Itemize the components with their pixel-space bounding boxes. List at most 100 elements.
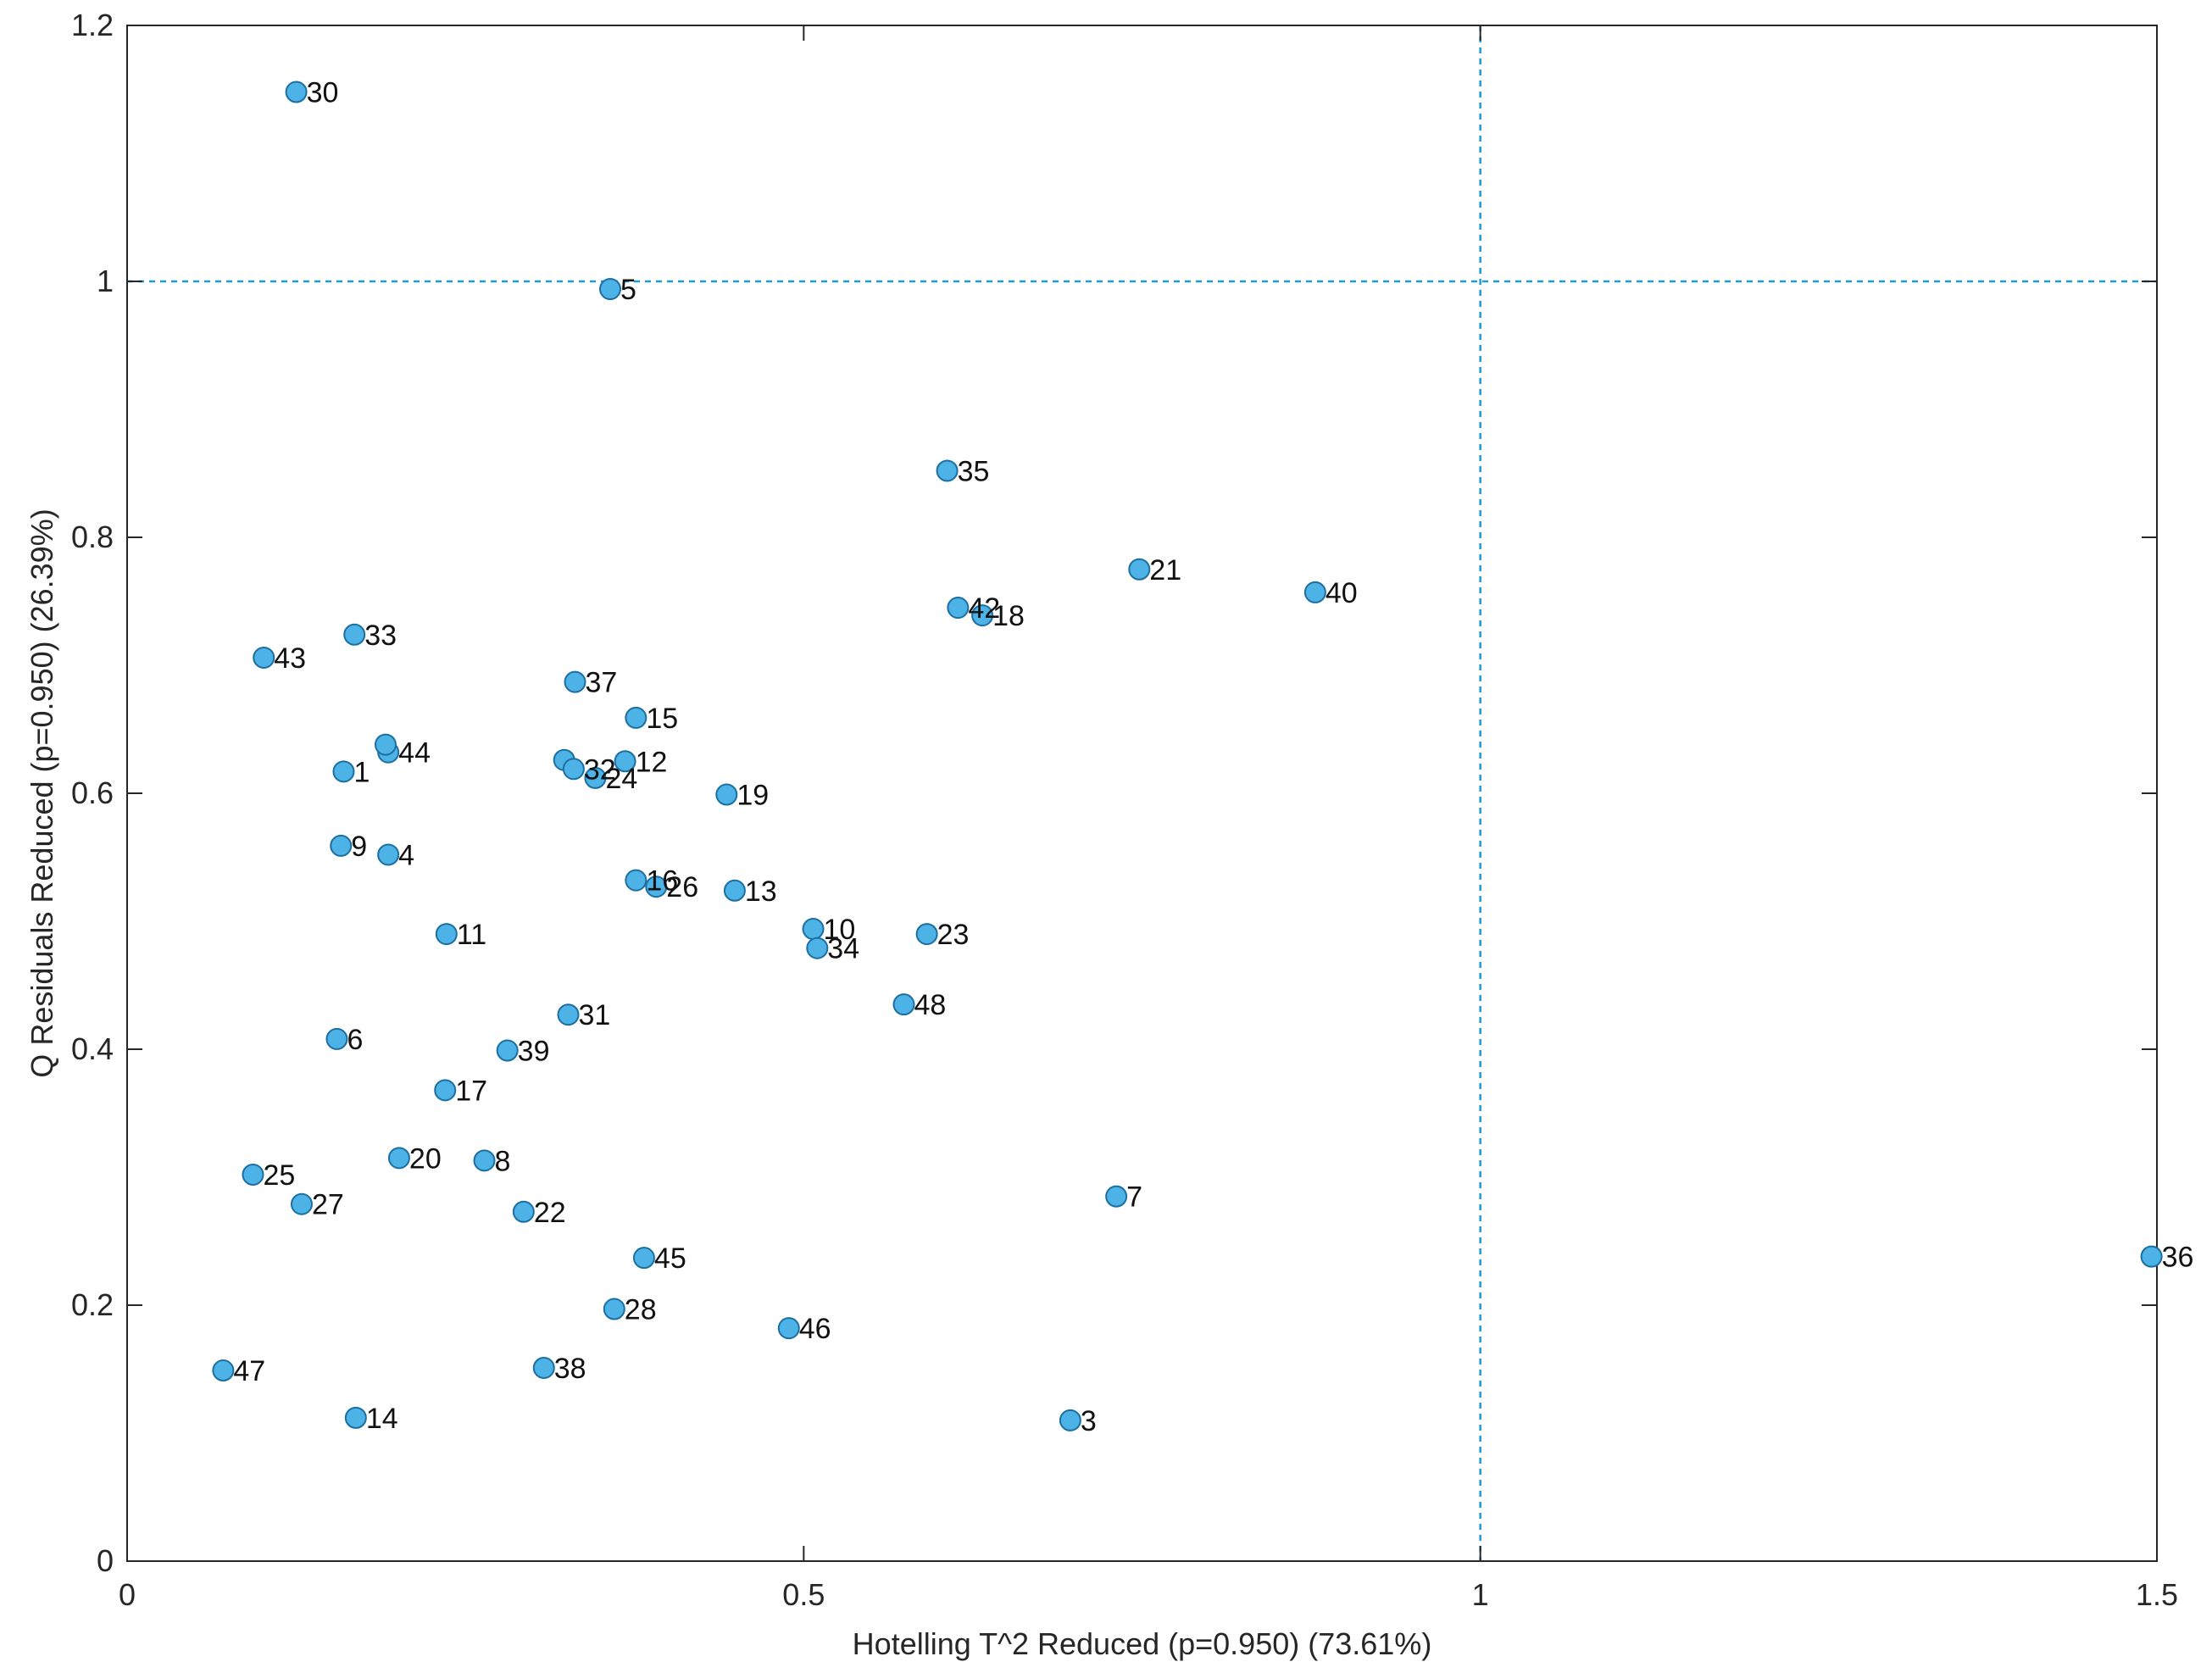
point-label: 10 bbox=[824, 914, 856, 946]
data-point bbox=[603, 1298, 625, 1320]
point-label: 24 bbox=[605, 763, 637, 795]
point-label: 38 bbox=[554, 1353, 586, 1385]
data-point bbox=[971, 604, 994, 627]
point-label: 17 bbox=[455, 1075, 487, 1107]
data-point bbox=[344, 1406, 367, 1429]
plot-area bbox=[127, 25, 2157, 1561]
point-label: 36 bbox=[2162, 1242, 2194, 1274]
data-point bbox=[625, 706, 647, 729]
point-label: 22 bbox=[534, 1197, 566, 1229]
point-label: 9 bbox=[351, 831, 367, 863]
data-point bbox=[377, 843, 400, 866]
data-point bbox=[806, 937, 829, 959]
data-point bbox=[892, 993, 915, 1016]
data-point bbox=[1059, 1409, 1081, 1431]
ticks: 0 0.5 1 1.5 0 0.2 0.4 0.6 0.8 1 1.2 bbox=[71, 8, 2178, 1612]
data-point bbox=[212, 1359, 235, 1382]
data-point bbox=[625, 869, 647, 892]
data-point bbox=[387, 1147, 410, 1170]
point-label: 34 bbox=[827, 933, 859, 965]
point-label: 33 bbox=[364, 620, 397, 652]
y-tick-label: 1.2 bbox=[71, 8, 114, 42]
data-point bbox=[435, 923, 458, 946]
data-point bbox=[374, 733, 397, 756]
y-tick-label: 0.8 bbox=[71, 520, 114, 554]
point-label: 27 bbox=[312, 1189, 344, 1221]
point-label: 11 bbox=[457, 919, 486, 951]
data-point bbox=[332, 760, 355, 783]
point-label: 31 bbox=[579, 999, 611, 1031]
point-label: 25 bbox=[263, 1159, 295, 1192]
y-tick-label: 0 bbox=[97, 1543, 114, 1578]
y-tick-label: 0.4 bbox=[71, 1031, 114, 1066]
point-label: 12 bbox=[636, 746, 668, 778]
data-point bbox=[936, 459, 959, 482]
point-label: 21 bbox=[1149, 554, 1181, 586]
data-point bbox=[562, 758, 585, 781]
point-label: 8 bbox=[495, 1145, 511, 1177]
data-point bbox=[1303, 581, 1326, 603]
data-point bbox=[253, 646, 275, 669]
data-point bbox=[434, 1079, 457, 1102]
point-label: 18 bbox=[992, 600, 1025, 632]
y-axis-label: Q Residuals Reduced (p=0.950) (26.39%) bbox=[25, 509, 59, 1077]
point-label: 5 bbox=[620, 274, 636, 306]
point-label: 42 bbox=[968, 592, 1000, 625]
point-label: 44 bbox=[398, 737, 431, 770]
x-tick-label: 0.5 bbox=[782, 1577, 825, 1612]
data-point bbox=[290, 1192, 313, 1215]
point-label: 20 bbox=[409, 1142, 442, 1175]
y-tick-label: 0.2 bbox=[71, 1287, 114, 1322]
data-point bbox=[330, 834, 353, 857]
data-point bbox=[599, 278, 622, 301]
point-label: 32 bbox=[584, 753, 616, 786]
y-tick-label: 1 bbox=[97, 264, 114, 298]
point-label: 14 bbox=[366, 1403, 398, 1435]
data-point bbox=[512, 1200, 535, 1223]
point-label: 19 bbox=[736, 780, 769, 812]
point-label: 15 bbox=[646, 703, 678, 735]
data-point bbox=[632, 1247, 655, 1270]
point-label: 3 bbox=[1081, 1405, 1097, 1437]
data-point bbox=[1105, 1185, 1128, 1208]
y-tick-label: 0.6 bbox=[71, 775, 114, 810]
point-label: 47 bbox=[233, 1355, 265, 1387]
data-point bbox=[915, 923, 938, 946]
threshold-lines bbox=[127, 25, 2157, 1561]
data-point bbox=[2140, 1245, 2163, 1268]
data-point bbox=[723, 879, 746, 902]
data-point bbox=[343, 623, 366, 646]
point-label: 40 bbox=[1326, 577, 1358, 609]
data-point bbox=[645, 875, 668, 898]
data-point bbox=[496, 1039, 519, 1062]
data-point bbox=[584, 766, 607, 789]
point-label: 30 bbox=[307, 77, 339, 109]
data-point bbox=[777, 1317, 800, 1340]
point-label: 13 bbox=[745, 875, 777, 908]
point-label: 7 bbox=[1126, 1181, 1142, 1214]
data-point bbox=[947, 597, 970, 620]
point-label: 6 bbox=[347, 1024, 363, 1056]
x-tick-label: 1 bbox=[1472, 1577, 1489, 1612]
point-label: 46 bbox=[799, 1313, 831, 1345]
data-point bbox=[325, 1027, 348, 1050]
data-point bbox=[715, 783, 738, 806]
point-label: 1 bbox=[353, 756, 370, 788]
data-point bbox=[614, 750, 636, 773]
x-tick-label: 0 bbox=[119, 1577, 136, 1612]
point-label: 23 bbox=[937, 919, 970, 951]
point-label: 26 bbox=[666, 871, 698, 903]
point-label: 4 bbox=[398, 839, 414, 871]
point-label: 35 bbox=[958, 455, 990, 487]
data-points bbox=[212, 81, 2163, 1431]
data-point bbox=[285, 81, 308, 103]
data-point bbox=[564, 670, 586, 693]
point-label: 16 bbox=[646, 865, 678, 898]
point-label: 37 bbox=[585, 667, 617, 699]
point-label: 45 bbox=[654, 1242, 686, 1275]
data-point bbox=[532, 1356, 555, 1379]
data-point bbox=[473, 1149, 496, 1172]
x-axis-label: Hotelling T^2 Reduced (p=0.950) (73.61%) bbox=[853, 1626, 1432, 1661]
